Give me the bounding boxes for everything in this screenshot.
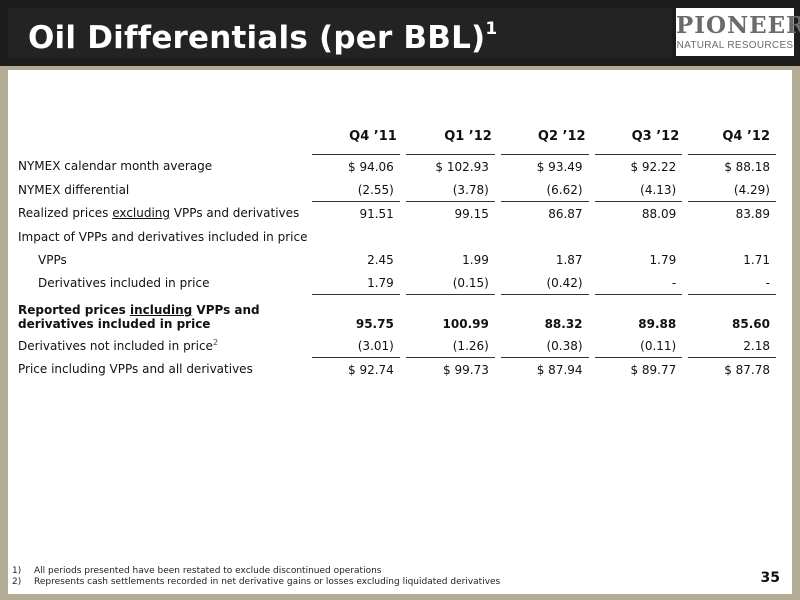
footnotes: 1) All periods presented have been restat… <box>12 566 500 588</box>
cell: (0.11) <box>588 334 686 358</box>
cell: (3.78) <box>399 178 498 202</box>
cell: 91.51 <box>306 201 403 225</box>
cell: $ 89.77 <box>588 357 686 381</box>
cell: 100.99 <box>399 294 498 334</box>
cell: 85.60 <box>682 294 776 334</box>
footnote-text: All periods presented have been restated… <box>34 566 382 576</box>
cell: (4.29) <box>682 178 776 202</box>
table-row: Derivatives included in price 1.79 (0.15… <box>18 271 776 295</box>
row-label: Price including VPPs and all derivatives <box>18 362 253 377</box>
cell: $ 87.94 <box>494 357 592 381</box>
row-label-underlined: including <box>129 303 193 317</box>
footnote: 2) Represents cash settlements recorded i… <box>12 577 500 588</box>
row-label: VPPs <box>38 252 67 267</box>
row-label: Reported prices including VPPs and deriv… <box>18 295 309 335</box>
row-label-pre: Reported prices <box>18 303 130 317</box>
cell: (0.38) <box>494 334 592 358</box>
row-label-post: VPPs and derivatives <box>170 206 300 221</box>
title-bar: Oil Differentials (per BBL)1 PIONEER NAT… <box>0 0 800 66</box>
row-label: Derivatives included in price <box>38 275 210 290</box>
cell: $ 102.93 <box>399 154 498 178</box>
cell: (3.01) <box>306 334 403 358</box>
cell: 89.88 <box>588 294 686 334</box>
col-header-q1-12: Q1 ’12 <box>444 128 492 144</box>
table-row: NYMEX calendar month average $ 94.06 $ 1… <box>18 154 776 178</box>
title-box: Oil Differentials (per BBL)1 <box>8 8 672 58</box>
cell: $ 94.06 <box>306 154 403 178</box>
row-label-pre: Realized prices <box>18 206 113 221</box>
cell: (4.13) <box>588 178 686 202</box>
row-label: Impact of VPPs and derivatives included … <box>18 229 308 244</box>
cell: (6.62) <box>494 178 592 202</box>
cell: $ 93.49 <box>494 154 592 178</box>
table-row: Derivatives not included in price2 (3.01… <box>18 334 776 358</box>
row-label: NYMEX calendar month average <box>18 159 213 174</box>
header-blank <box>18 118 309 155</box>
content-area: Q4 ’11 Q1 ’12 Q2 ’12 Q3 ’12 Q4 ’12 NYMEX… <box>8 70 792 594</box>
cell: 1.99 <box>399 248 498 271</box>
cell: 1.79 <box>588 248 686 271</box>
title-footnote-marker: 1 <box>485 18 498 39</box>
footnote-number: 1) <box>12 566 22 576</box>
col-header-q4-12: Q4 ’12 <box>722 128 770 144</box>
footnote-number: 2) <box>12 577 22 587</box>
cell: $ 88.18 <box>682 154 776 178</box>
cell: 2.45 <box>306 248 403 271</box>
table-row: Price including VPPs and all derivatives… <box>18 357 776 381</box>
cell: 1.87 <box>494 248 592 271</box>
col-header-q2-12: Q2 ’12 <box>537 128 586 144</box>
cell: 88.32 <box>494 294 592 334</box>
cell: (0.42) <box>494 271 592 295</box>
cell: $ 99.73 <box>399 357 498 381</box>
cell: - <box>682 271 776 295</box>
cell: 2.18 <box>682 334 776 358</box>
footnote: 1) All periods presented have been restat… <box>12 566 500 577</box>
footnote-marker: 2 <box>212 338 219 348</box>
cell: 1.79 <box>306 271 403 295</box>
cell: (1.26) <box>399 334 498 358</box>
table-row: Realized prices excluding VPPs and deriv… <box>18 201 776 226</box>
company-logo: PIONEER NATURAL RESOURCES <box>676 8 800 56</box>
col-header-q4-11: Q4 ’11 <box>349 128 397 144</box>
oil-differentials-table: Q4 ’11 Q1 ’12 Q2 ’12 Q3 ’12 Q4 ’12 NYMEX… <box>18 118 776 381</box>
row-label: NYMEX differential <box>18 182 130 197</box>
logo-tagline: NATURAL RESOURCES <box>676 40 794 51</box>
row-label-underlined: excluding <box>112 206 171 221</box>
cell: (2.55) <box>306 178 403 202</box>
footnote-text: Represents cash settlements recorded in … <box>34 577 501 587</box>
row-label: Realized prices excluding VPPs and deriv… <box>18 202 309 226</box>
cell: 83.89 <box>682 201 776 225</box>
page-title: Oil Differentials (per BBL)1 <box>28 18 498 56</box>
cell: (0.15) <box>399 271 498 295</box>
col-header-q3-12: Q3 ’12 <box>631 128 680 144</box>
table-row: Impact of VPPs and derivatives included … <box>18 225 776 248</box>
cell: - <box>588 271 686 295</box>
cell: $ 87.78 <box>682 357 776 381</box>
table-header-row: Q4 ’11 Q1 ’12 Q2 ’12 Q3 ’12 Q4 ’12 <box>18 118 776 155</box>
cell: $ 92.22 <box>588 154 686 178</box>
cell: 95.75 <box>306 294 403 334</box>
row-label-post: VPPs and derivatives included in price <box>18 303 260 331</box>
page-number: 35 <box>760 570 780 586</box>
row-label-text: Derivatives not included in price <box>18 339 213 354</box>
logo-wordmark: PIONEER <box>676 12 800 39</box>
table-row: NYMEX differential (2.55) (3.78) (6.62) … <box>18 178 776 202</box>
cell: 99.15 <box>399 201 498 225</box>
row-label: Derivatives not included in price2 <box>18 334 309 358</box>
table-row: VPPs 2.45 1.99 1.87 1.79 1.71 <box>18 248 776 271</box>
page-title-text: Oil Differentials (per BBL) <box>28 20 486 56</box>
cell: $ 92.74 <box>306 357 403 381</box>
cell: 88.09 <box>588 201 686 225</box>
cell: 1.71 <box>682 248 776 271</box>
table-row: Reported prices including VPPs and deriv… <box>18 294 776 335</box>
cell: 86.87 <box>494 201 592 225</box>
